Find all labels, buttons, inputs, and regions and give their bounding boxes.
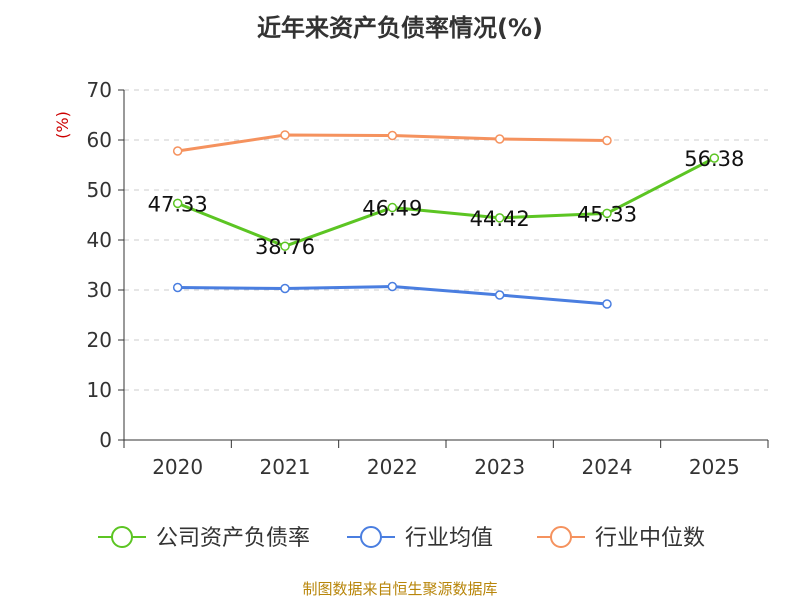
y-tick-label: 50 — [87, 178, 112, 202]
y-tick-label: 40 — [87, 228, 112, 252]
legend-label: 行业均值 — [405, 526, 493, 551]
data-label: 56.38 — [684, 147, 744, 171]
data-point — [172, 146, 183, 156]
x-tick-label: 2022 — [367, 455, 418, 479]
y-tick-label: 10 — [87, 378, 112, 402]
y-tick-label: 70 — [87, 78, 112, 102]
series-line — [177, 156, 716, 248]
data-label: 45.33 — [577, 202, 637, 226]
data-point — [602, 208, 612, 219]
y-tick-label: 30 — [87, 278, 112, 302]
legend-label: 公司资产负债率 — [156, 526, 310, 551]
data-point — [387, 281, 398, 292]
data-point — [709, 153, 720, 163]
legend-label: 行业中位数 — [595, 526, 705, 551]
y-tick-label: 60 — [87, 128, 112, 152]
x-tick-label: 2020 — [152, 455, 203, 479]
data-point — [494, 134, 505, 144]
data-label: 44.42 — [470, 207, 530, 231]
data-point — [172, 282, 183, 293]
y-tick-label: 0 — [99, 428, 112, 452]
x-tick-label: 2025 — [689, 455, 740, 479]
data-label: 47.33 — [148, 192, 208, 216]
data-point — [280, 241, 290, 251]
data-source-note: 制图数据来自恒生聚源数据库 — [302, 580, 498, 598]
x-tick-label: 2021 — [260, 455, 311, 479]
data-point — [387, 202, 398, 213]
data-point — [172, 198, 183, 209]
legend-marker — [360, 526, 382, 548]
data-point — [280, 130, 290, 140]
chart-title: 近年来资产负债率情况(%) — [257, 14, 543, 42]
legend-marker — [111, 526, 133, 548]
x-tick-label: 2024 — [582, 455, 633, 479]
legend-marker — [550, 526, 572, 548]
y-axis-label: (%) — [53, 111, 72, 139]
data-point — [602, 299, 612, 309]
data-point — [387, 130, 398, 141]
data-label: 46.49 — [362, 197, 422, 221]
data-point — [602, 135, 612, 146]
data-point — [494, 290, 505, 300]
data-label: 38.76 — [255, 235, 315, 259]
data-point — [280, 283, 290, 294]
y-tick-label: 20 — [87, 328, 112, 352]
data-point — [494, 213, 505, 223]
x-tick-label: 2023 — [474, 455, 525, 479]
